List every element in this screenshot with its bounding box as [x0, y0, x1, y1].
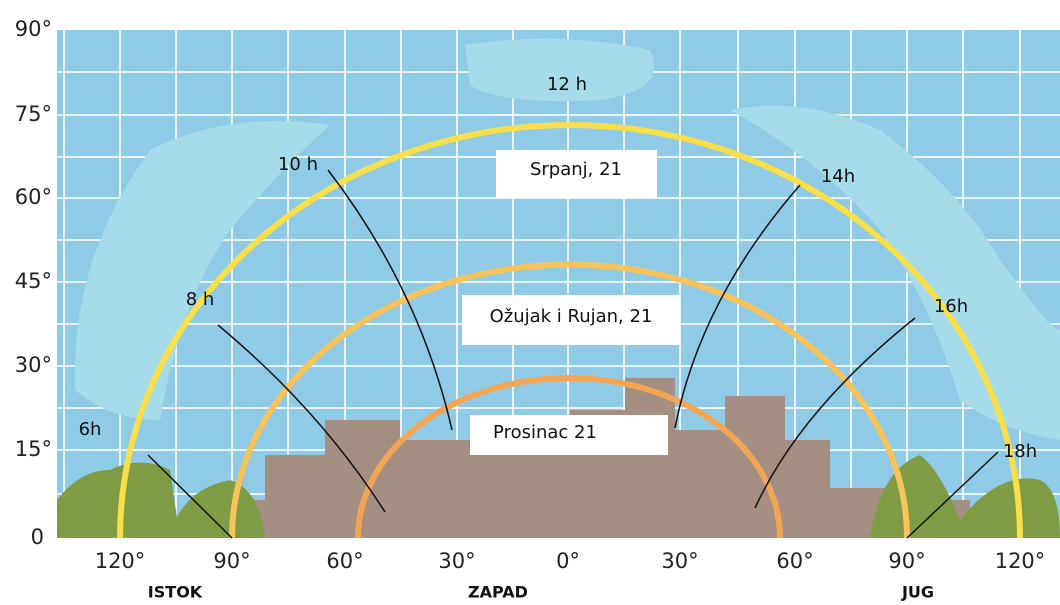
hour-label: 6h [79, 419, 102, 440]
y-tick-label: 60° [15, 185, 52, 209]
hour-label: 10 h [278, 154, 318, 175]
hour-label: 8 h [186, 289, 215, 310]
x-tick-label: 30° [438, 549, 475, 573]
x-tick-label: 60° [776, 549, 813, 573]
hour-label: 18h [1003, 441, 1037, 462]
path-label: Srpanj, 21 [530, 159, 622, 180]
direction-label: JUG [901, 583, 934, 602]
x-tick-label: 0° [556, 549, 580, 573]
x-tick-label: 30° [661, 549, 698, 573]
hour-label: 12 h [547, 74, 587, 95]
y-tick-label: 45° [15, 269, 52, 293]
y-axis: 90° 75° 60° 45° 30° 15° 0 [15, 17, 52, 549]
y-tick-label: 0 [31, 525, 44, 549]
label-box [462, 295, 680, 345]
hour-lines [147, 169, 999, 539]
equinox-path [229, 261, 910, 539]
december-path [355, 375, 783, 539]
x-tick-label: 90° [888, 549, 925, 573]
path-label: Ožujak i Rujan, 21 [490, 306, 653, 327]
label-box [470, 415, 668, 455]
y-tick-label: 30° [15, 353, 52, 377]
y-tick-label: 15° [15, 437, 52, 461]
y-tick-label: 75° [15, 102, 52, 126]
x-axis: 120° 90° 60° 30° 0° 30° 60° 90° 120° IST… [95, 549, 1046, 602]
direction-label: ISTOK [148, 583, 203, 602]
hour-label: 16h [934, 296, 968, 317]
buildings [200, 378, 970, 538]
y-tick-label: 90° [15, 17, 52, 41]
x-tick-label: 60° [326, 549, 363, 573]
x-tick-label: 120° [95, 549, 146, 573]
hour-label: 14h [821, 166, 855, 187]
x-tick-label: 120° [995, 549, 1046, 573]
label-box [496, 150, 657, 198]
july-path [117, 122, 1023, 539]
direction-label: ZAPAD [468, 583, 528, 602]
trees [57, 455, 1060, 538]
path-label: Prosinac 21 [493, 422, 597, 443]
x-tick-label: 90° [213, 549, 250, 573]
